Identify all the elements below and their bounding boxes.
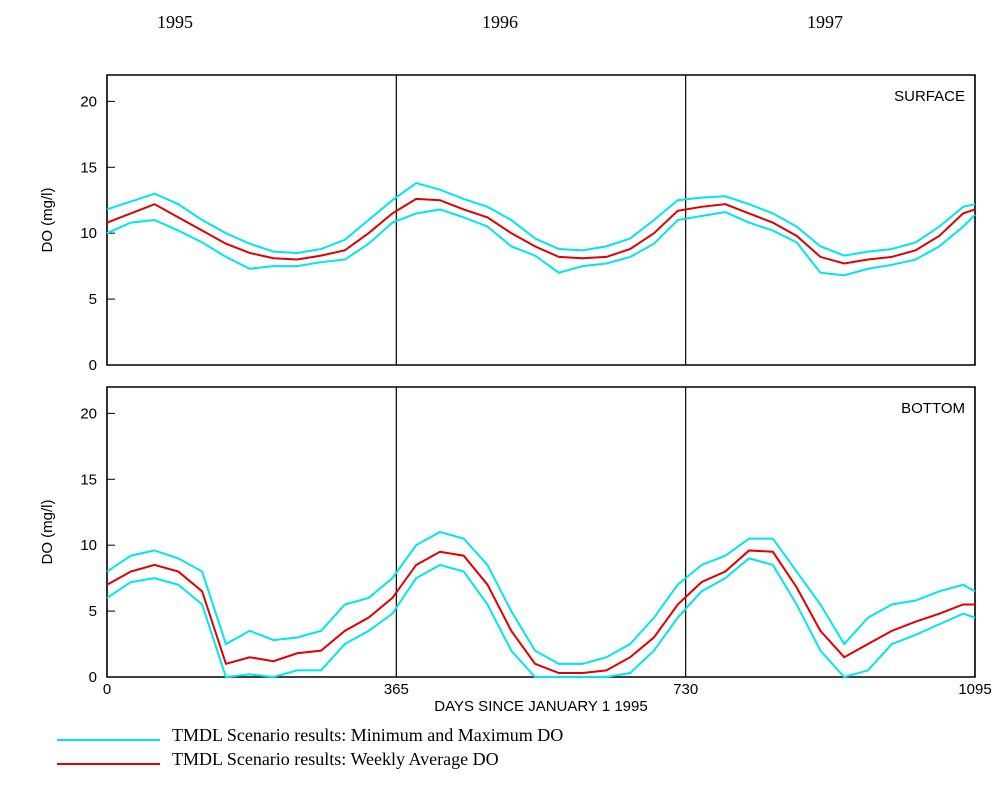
x-axis-label: DAYS SINCE JANUARY 1 1995: [434, 698, 647, 715]
series-line: [106, 197, 976, 265]
y-tick-label: 15: [80, 471, 97, 488]
y-tick-label: 0: [89, 669, 97, 686]
y-tick-label: 20: [80, 405, 97, 422]
panel-label: BOTTOM: [901, 400, 965, 417]
y-axis-label: DO (mg/l): [39, 188, 56, 253]
y-tick-label: 20: [80, 93, 97, 110]
panel-label: SURFACE: [894, 88, 965, 105]
plot-frame: [106, 74, 976, 366]
y-tick-label: 10: [80, 225, 97, 242]
y-tick-label: 10: [80, 537, 97, 554]
year-label: 1997: [807, 12, 843, 32]
y-tick-label: 5: [89, 603, 97, 620]
x-tick-label: 1095: [958, 681, 991, 698]
year-label: 1996: [482, 12, 518, 32]
series-line: [106, 530, 976, 665]
series-line: [106, 208, 976, 277]
y-tick-label: 15: [80, 159, 97, 176]
series-line: [106, 557, 976, 679]
legend-label: TMDL Scenario results: Weekly Average DO: [172, 749, 499, 769]
plot-frame: [106, 386, 976, 678]
x-tick-label: 365: [384, 681, 409, 698]
y-tick-label: 0: [89, 357, 97, 374]
year-label: 1995: [157, 12, 193, 32]
y-axis-label: DO (mg/l): [39, 500, 56, 565]
series-line: [106, 549, 975, 675]
legend-label: TMDL Scenario results: Minimum and Maxim…: [172, 725, 563, 745]
series-line: [106, 181, 976, 257]
x-tick-label: 730: [673, 681, 698, 698]
x-tick-label: 0: [103, 681, 111, 698]
y-tick-label: 5: [89, 291, 97, 308]
